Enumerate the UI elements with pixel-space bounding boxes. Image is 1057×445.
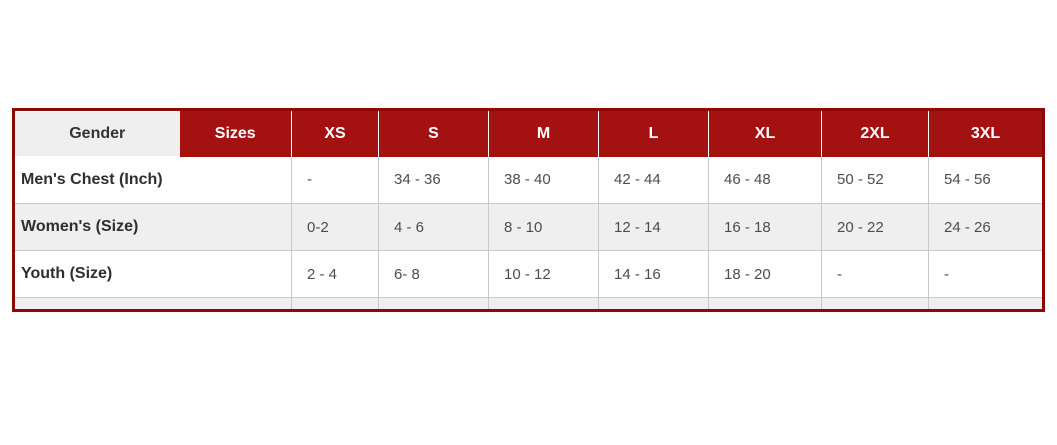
size-value-cell: 0-2	[291, 203, 379, 251]
header-cell-xl: XL	[708, 109, 822, 157]
size-value-cell: 14 - 16	[598, 250, 709, 298]
header-cell-l: L	[598, 109, 709, 157]
size-value-cell: 50 - 52	[821, 156, 929, 204]
size-value-cell: -	[821, 250, 929, 298]
size-value-cell: 12 - 14	[598, 203, 709, 251]
empty-cell	[291, 297, 379, 311]
size-value-cell: 4 - 6	[378, 203, 489, 251]
table-empty-row	[13, 297, 1044, 311]
size-value-cell: -	[928, 250, 1044, 298]
empty-cell	[13, 297, 292, 311]
size-value-cell: 2 - 4	[291, 250, 379, 298]
empty-cell	[708, 297, 822, 311]
table-row-womens: Women's (Size) 0-2 4 - 6 8 - 10 12 - 14 …	[13, 203, 1044, 251]
header-cell-s: S	[378, 109, 489, 157]
header-cell-sizes: Sizes	[179, 109, 292, 157]
size-value-cell: 54 - 56	[928, 156, 1044, 204]
table-header-row: Gender Sizes XS S M L XL 2XL 3XL	[13, 109, 1044, 157]
size-value-cell: 8 - 10	[488, 203, 599, 251]
row-label: Youth (Size)	[13, 250, 292, 298]
empty-cell	[928, 297, 1044, 311]
row-label: Men's Chest (Inch)	[13, 156, 292, 204]
size-value-cell: -	[291, 156, 379, 204]
size-value-cell: 42 - 44	[598, 156, 709, 204]
header-cell-2xl: 2XL	[821, 109, 929, 157]
size-value-cell: 16 - 18	[708, 203, 822, 251]
size-value-cell: 38 - 40	[488, 156, 599, 204]
header-cell-gender: Gender	[13, 109, 180, 157]
size-value-cell: 18 - 20	[708, 250, 822, 298]
size-value-cell: 10 - 12	[488, 250, 599, 298]
size-value-cell: 34 - 36	[378, 156, 489, 204]
size-value-cell: 6- 8	[378, 250, 489, 298]
header-cell-xs: XS	[291, 109, 379, 157]
empty-cell	[488, 297, 599, 311]
table-row-mens-chest: Men's Chest (Inch) - 34 - 36 38 - 40 42 …	[13, 156, 1044, 204]
empty-cell	[598, 297, 709, 311]
size-value-cell: 46 - 48	[708, 156, 822, 204]
header-cell-3xl: 3XL	[928, 109, 1044, 157]
size-chart-table: Gender Sizes XS S M L XL 2XL 3XL Men's C…	[12, 108, 1045, 312]
header-cell-m: M	[488, 109, 599, 157]
empty-cell	[821, 297, 929, 311]
table-row-youth: Youth (Size) 2 - 4 6- 8 10 - 12 14 - 16 …	[13, 250, 1044, 298]
gender-header-label: Gender	[15, 111, 180, 156]
row-label: Women's (Size)	[13, 203, 292, 251]
empty-cell	[378, 297, 489, 311]
size-value-cell: 20 - 22	[821, 203, 929, 251]
size-value-cell: 24 - 26	[928, 203, 1044, 251]
